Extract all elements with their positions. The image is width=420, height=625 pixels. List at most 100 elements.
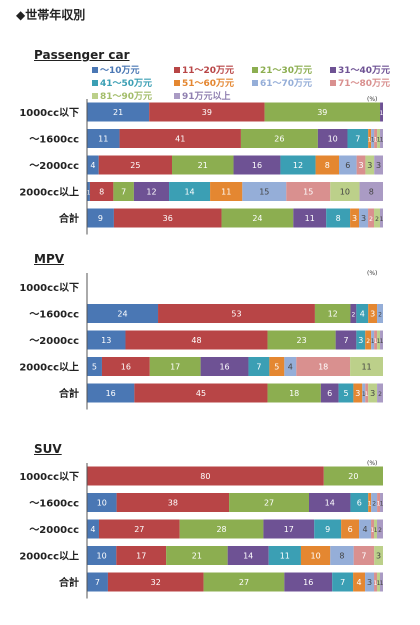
category-label: 合計: [58, 387, 79, 400]
bar-value-label: 17: [284, 525, 294, 534]
bar-segment: [350, 208, 360, 228]
bar-segment: [380, 102, 383, 122]
bar-value-label: 38: [168, 499, 178, 508]
bar-value-label: 3: [367, 161, 372, 170]
legend-label: 61〜70万元: [260, 79, 313, 89]
unit-label: (%): [367, 270, 378, 277]
legend-item: 11〜20万元: [174, 63, 234, 76]
bar-segment: [374, 572, 378, 592]
legend-label: 41〜50万元: [100, 79, 153, 89]
bar-segment: [350, 493, 369, 512]
bar-segment: [374, 519, 378, 539]
bar-segment: [87, 129, 120, 148]
bar-value-label: 20: [348, 472, 358, 481]
bar-segment: [300, 546, 331, 565]
bar-segment: [203, 572, 285, 592]
bar-value-label: 11: [98, 135, 108, 144]
bar-value-label: 6: [327, 389, 332, 398]
bar-value-label: 7: [256, 363, 261, 372]
bar-segment: [98, 155, 172, 175]
bar-value-label: 7: [121, 188, 126, 197]
bar-segment: [380, 129, 383, 148]
bar-value-label: 32: [151, 578, 161, 587]
bar-value-label: 15: [259, 188, 269, 197]
category-label: 〜1600cc: [29, 135, 79, 146]
bar-segment: [171, 155, 234, 175]
bar-segment: [293, 208, 327, 228]
legend-label: 11〜20万元: [182, 66, 235, 76]
legend-label: 31〜40万元: [338, 66, 391, 76]
bar-value-label: 7: [95, 578, 100, 587]
bar-segment: [98, 519, 180, 539]
bar-segment: [87, 546, 117, 565]
bar-segment: [330, 546, 354, 565]
bar-segment: [286, 182, 331, 201]
bar-segment: [166, 546, 228, 565]
bar-value-label: 1: [380, 216, 384, 223]
legend-item: 21〜30万元: [252, 63, 312, 76]
bar-value-label: 3: [352, 214, 357, 223]
bar-value-label: 7: [343, 336, 348, 345]
bar-value-label: 21: [192, 552, 202, 561]
bar-value-label: 2: [366, 338, 370, 345]
bar-value-label: 1: [377, 580, 381, 587]
bar-segment: [377, 129, 381, 148]
legend-swatch: [252, 67, 258, 73]
bar-segment: [347, 129, 369, 148]
bar-value-label: 1: [374, 580, 378, 587]
bar-value-label: 1: [374, 527, 378, 534]
bar-segment: [284, 357, 297, 376]
bar-segment: [371, 129, 375, 148]
panel-title-mpv: MPV: [34, 252, 65, 266]
bar-value-label: 27: [264, 499, 274, 508]
legend-item: 31〜40万元: [330, 63, 390, 76]
bar-value-label: 16: [219, 363, 229, 372]
bar-value-label: 2: [378, 312, 382, 319]
bar-value-label: 1: [368, 501, 372, 508]
bar-segment: [149, 102, 265, 122]
bar-value-label: 36: [163, 214, 173, 223]
bar-value-label: 25: [130, 161, 140, 170]
legend-item: 〜10万元: [92, 63, 140, 76]
bar-segment: [362, 383, 366, 403]
bar-segment: [368, 493, 372, 512]
bar-value-label: 4: [288, 363, 293, 372]
bar-segment: [113, 182, 134, 201]
bar-segment: [380, 330, 383, 350]
bar-segment: [368, 383, 378, 403]
bar-value-label: 1: [377, 137, 381, 144]
bar-value-label: 12: [328, 310, 338, 319]
bar-segment: [368, 208, 375, 228]
bar-value-label: 4: [357, 578, 362, 587]
bar-segment: [335, 330, 357, 350]
bar-segment: [133, 182, 170, 201]
category-label: 〜1600cc: [29, 499, 79, 510]
bar-value-label: 3: [358, 336, 363, 345]
bar-segment: [380, 493, 383, 512]
bar-value-label: 14: [243, 552, 253, 561]
legend-label: 91万元以上: [182, 92, 231, 102]
bar-segment: [339, 155, 357, 175]
bar-value-label: 1: [377, 501, 381, 508]
bar-value-label: 11: [305, 214, 315, 223]
bar-segment: [149, 357, 201, 376]
bar-value-label: 5: [92, 363, 97, 372]
bar-segment: [323, 466, 383, 486]
bar-segment: [264, 102, 381, 122]
legend-swatch: [174, 93, 180, 99]
bar-segment: [315, 155, 340, 175]
category-label: 〜2000cc: [29, 336, 79, 347]
bar-segment: [377, 304, 383, 323]
bar-value-label: 41: [175, 135, 185, 144]
bar-value-label: 9: [98, 214, 103, 223]
bar-segment: [380, 208, 383, 228]
bar-value-label: 14: [184, 188, 194, 197]
bar-segment: [350, 357, 383, 376]
bar-segment: [221, 208, 294, 228]
bar-value-label: 3: [355, 389, 360, 398]
bar-segment: [101, 357, 150, 376]
legend-label: 71〜80万元: [338, 79, 391, 89]
bar-value-label: 16: [303, 578, 313, 587]
bar-value-label: 2: [378, 527, 382, 534]
